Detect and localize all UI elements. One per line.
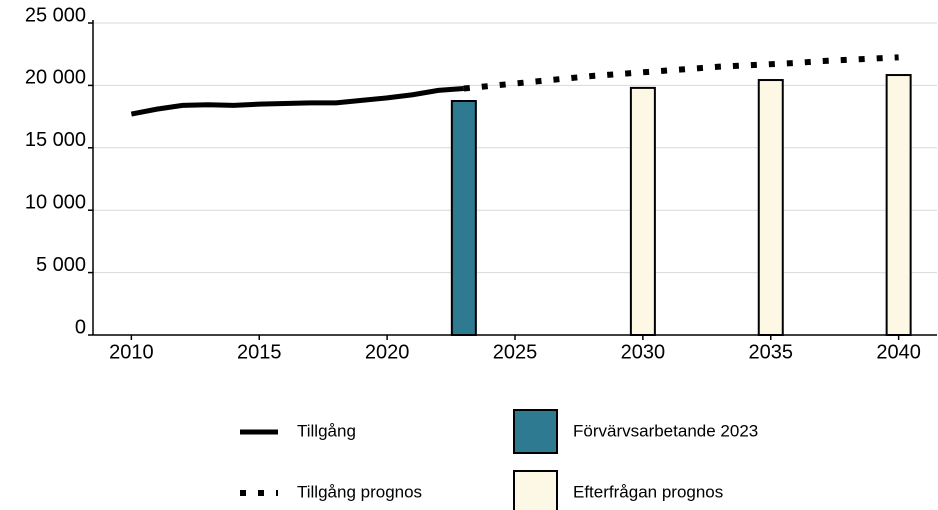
legend-label: Tillgång prognos — [297, 482, 422, 501]
line — [463, 54, 899, 92]
x-tick-label: 2040 — [876, 341, 921, 363]
bar — [629, 86, 656, 336]
y-tick-label: 0 — [75, 316, 86, 338]
bar — [450, 100, 477, 336]
x-tick-label: 2010 — [109, 341, 154, 363]
bar — [757, 79, 784, 336]
bar — [885, 74, 912, 337]
legend-symbol — [513, 470, 558, 510]
x-tick-label: 2035 — [749, 341, 794, 363]
y-tick-label: 10 000 — [25, 191, 86, 213]
x-tick-label: 2015 — [237, 341, 282, 363]
legend-label: Tillgång — [297, 421, 356, 440]
y-tick-label: 20 000 — [25, 67, 86, 89]
legend-symbol — [513, 409, 558, 454]
y-tick-label: 15 000 — [25, 129, 86, 151]
legend-label: Förvärvsarbetande 2023 — [573, 421, 758, 440]
x-tick-label: 2030 — [621, 341, 666, 363]
x-tick-label: 2020 — [365, 341, 410, 363]
y-tick-label: 25 000 — [25, 4, 86, 26]
legend-label: Efterfrågan prognos — [573, 482, 723, 501]
y-tick-label: 5 000 — [36, 254, 86, 276]
x-tick-label: 2025 — [493, 341, 538, 363]
line — [130, 86, 465, 117]
